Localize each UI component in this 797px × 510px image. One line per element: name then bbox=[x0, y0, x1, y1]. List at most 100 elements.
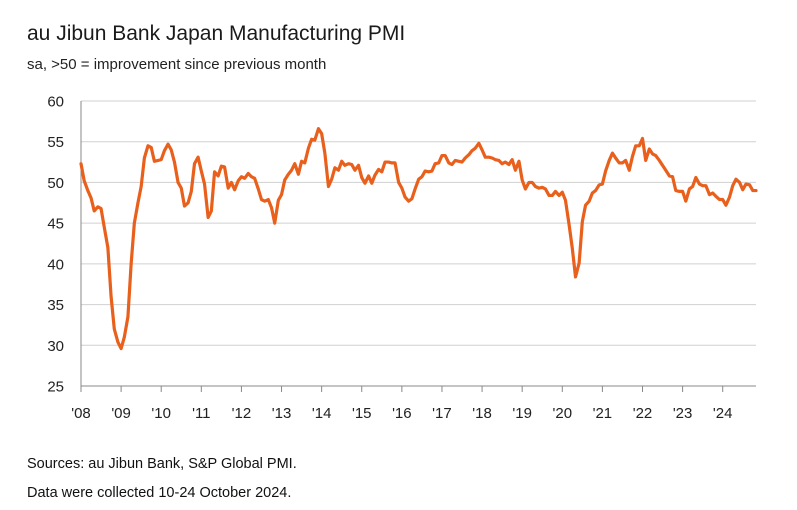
data-point bbox=[621, 162, 623, 164]
data-point bbox=[240, 176, 242, 178]
data-point bbox=[598, 184, 600, 186]
data-point bbox=[150, 146, 152, 148]
data-point bbox=[274, 222, 276, 224]
data-point bbox=[454, 159, 456, 161]
data-point bbox=[170, 149, 172, 151]
data-point bbox=[461, 161, 463, 163]
data-point bbox=[143, 157, 145, 159]
data-point bbox=[227, 187, 229, 189]
data-point bbox=[434, 163, 436, 165]
data-point bbox=[591, 192, 593, 194]
y-tick-label: 40 bbox=[47, 256, 64, 273]
data-point bbox=[220, 165, 222, 167]
y-tick-label: 30 bbox=[47, 338, 64, 355]
data-point bbox=[668, 175, 670, 177]
data-point bbox=[267, 198, 269, 200]
data-point bbox=[324, 152, 326, 154]
sources-note: Sources: au Jibun Bank, S&P Global PMI. bbox=[27, 456, 297, 472]
data-point bbox=[541, 186, 543, 188]
chart-subtitle: sa, >50 = improvement since previous mon… bbox=[27, 56, 327, 73]
data-point bbox=[277, 199, 279, 201]
data-point bbox=[534, 185, 536, 187]
data-point bbox=[651, 153, 653, 155]
data-point bbox=[511, 158, 513, 160]
data-point bbox=[197, 156, 199, 158]
data-point bbox=[177, 181, 179, 183]
data-point bbox=[374, 174, 376, 176]
data-point bbox=[448, 162, 450, 164]
data-point bbox=[90, 197, 92, 199]
data-point bbox=[581, 220, 583, 222]
data-point bbox=[100, 207, 102, 209]
data-point bbox=[367, 175, 369, 177]
data-point bbox=[494, 158, 496, 160]
data-point bbox=[444, 154, 446, 156]
data-point bbox=[458, 160, 460, 162]
data-point bbox=[418, 178, 420, 180]
data-point bbox=[123, 336, 125, 338]
data-point bbox=[394, 162, 396, 164]
data-point bbox=[554, 190, 556, 192]
data-point bbox=[133, 222, 135, 224]
data-point bbox=[641, 137, 643, 139]
data-point bbox=[113, 328, 115, 330]
data-point bbox=[237, 180, 239, 182]
data-point bbox=[87, 189, 89, 191]
x-tick-label: '18 bbox=[472, 405, 492, 422]
data-point bbox=[578, 262, 580, 264]
data-point bbox=[438, 162, 440, 164]
data-point bbox=[193, 163, 195, 165]
data-point bbox=[404, 196, 406, 198]
pmi-line-chart: 25 30 35 40 45 50 55 60 '08 '09 '10 '11 '12 '13 '14 '1… bbox=[47, 94, 758, 422]
data-point bbox=[337, 169, 339, 171]
data-point bbox=[464, 157, 466, 159]
data-point bbox=[310, 138, 312, 140]
data-point bbox=[471, 149, 473, 151]
data-point bbox=[705, 184, 707, 186]
data-point bbox=[688, 188, 690, 190]
x-tick-label: '15 bbox=[352, 405, 372, 422]
data-point bbox=[732, 184, 734, 186]
series-line-0 bbox=[79, 127, 758, 351]
data-point bbox=[354, 169, 356, 171]
x-tick-label: '16 bbox=[392, 405, 412, 422]
data-point bbox=[594, 189, 596, 191]
data-point bbox=[371, 182, 373, 184]
data-point bbox=[290, 169, 292, 171]
data-point bbox=[708, 193, 710, 195]
data-point bbox=[257, 188, 259, 190]
data-point bbox=[424, 170, 426, 172]
data-point bbox=[701, 184, 703, 186]
data-point bbox=[608, 159, 610, 161]
data-point bbox=[260, 198, 262, 200]
y-tick-label: 45 bbox=[47, 216, 64, 233]
data-point bbox=[671, 176, 673, 178]
data-point bbox=[468, 154, 470, 156]
data-point bbox=[604, 170, 606, 172]
series-layer bbox=[79, 127, 758, 351]
data-point bbox=[752, 189, 754, 191]
collection-note: Data were collected 10-24 October 2024. bbox=[27, 485, 292, 501]
data-point bbox=[584, 204, 586, 206]
data-point bbox=[183, 205, 185, 207]
data-point bbox=[551, 194, 553, 196]
data-point bbox=[715, 195, 717, 197]
data-point bbox=[361, 176, 363, 178]
x-tick-label: '10 bbox=[151, 405, 171, 422]
data-point bbox=[484, 156, 486, 158]
data-point bbox=[397, 181, 399, 183]
data-point bbox=[137, 202, 139, 204]
data-point bbox=[110, 295, 112, 297]
data-point bbox=[294, 163, 296, 165]
data-point bbox=[514, 169, 516, 171]
data-point bbox=[213, 171, 215, 173]
data-point bbox=[207, 216, 209, 218]
data-point bbox=[160, 158, 162, 160]
data-point bbox=[481, 149, 483, 151]
data-point bbox=[738, 181, 740, 183]
data-point bbox=[718, 198, 720, 200]
data-point bbox=[748, 184, 750, 186]
data-point bbox=[334, 167, 336, 169]
data-point bbox=[314, 139, 316, 141]
data-point bbox=[544, 188, 546, 190]
